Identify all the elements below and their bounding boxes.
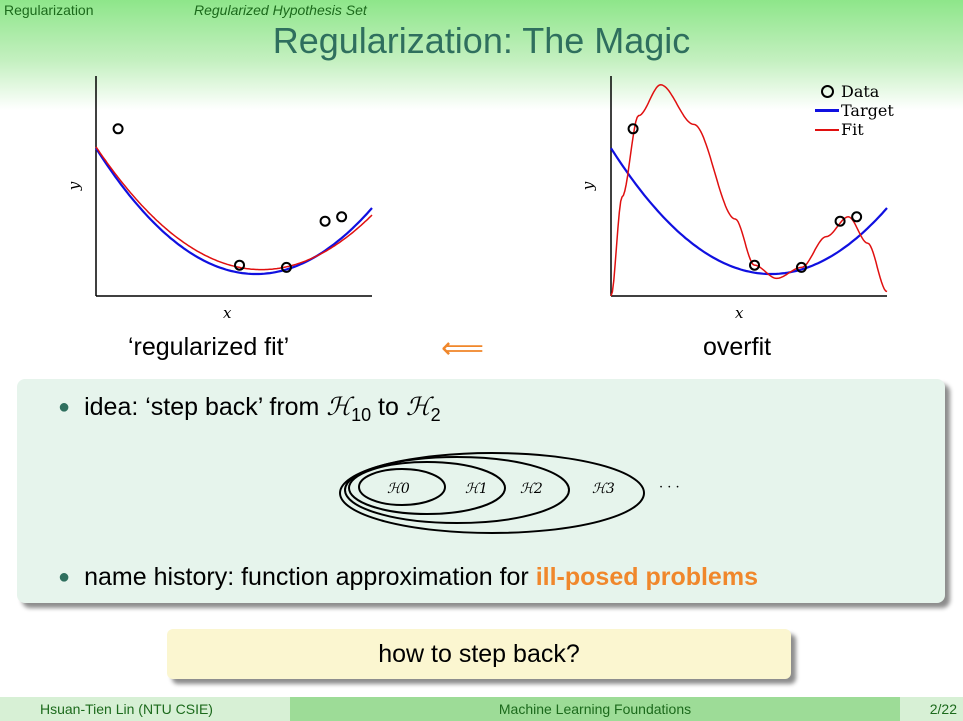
left-y-label: y: [65, 181, 84, 191]
bullet-history: ● name history: function approximation fo…: [58, 563, 758, 591]
blue-line-icon: [815, 109, 839, 112]
nav-subsection[interactable]: Regularized Hypothesis Set: [194, 2, 367, 18]
nested-hypothesis-sets: ℋ0 ℋ1 ℋ2 ℋ3 · · ·: [339, 452, 680, 534]
target-curve: [610, 147, 888, 276]
ill-posed-highlight: ill-posed problems: [535, 563, 758, 591]
nav-section[interactable]: Regularization: [4, 2, 94, 18]
data-point: [112, 123, 124, 135]
content-box: [17, 379, 945, 603]
bullet-dot-icon: ●: [58, 566, 71, 588]
data-point: [234, 259, 246, 271]
ellipse-h3: [339, 452, 645, 534]
right-caption: overfit: [703, 333, 772, 361]
ellipse-h0: [358, 468, 446, 506]
circle-marker-icon: [820, 85, 834, 98]
legend-data: Data: [813, 82, 894, 101]
label-h3: ℋ3: [592, 481, 615, 497]
legend-fit: Fit: [813, 120, 894, 139]
left-x-label: x: [223, 304, 232, 322]
data-point: [834, 215, 846, 227]
right-plot-legend: Data Target Fit: [813, 82, 894, 139]
data-point: [280, 261, 292, 273]
left-plot: [95, 76, 373, 297]
data-point: [749, 259, 761, 271]
label-h0: ℋ0: [387, 481, 410, 497]
slide-title: Regularization: The Magic: [272, 20, 691, 61]
red-line-icon: [815, 128, 839, 131]
data-point: [627, 123, 639, 135]
label-h1: ℋ1: [465, 481, 488, 497]
footer-page: 2/22: [900, 697, 963, 721]
legend-target: Target: [813, 101, 894, 120]
fit-curve: [95, 146, 373, 271]
data-point: [851, 211, 863, 223]
footer: Hsuan-Tien Lin (NTU CSIE) Machine Learni…: [0, 697, 963, 721]
data-point: [319, 215, 331, 227]
right-y-label: y: [579, 181, 598, 191]
right-x-label: x: [735, 304, 744, 322]
h10-symbol: ℋ10: [326, 392, 372, 425]
fit-curve: [610, 84, 888, 297]
bullet-dot-icon: ●: [58, 396, 71, 418]
footer-course: Machine Learning Foundations: [290, 697, 900, 721]
bullet-idea: ● idea: ‘step back’ from ℋ10 to ℋ2: [58, 392, 441, 425]
data-point: [795, 261, 807, 273]
h2-symbol: ℋ2: [405, 392, 441, 425]
right-plot: [610, 76, 888, 297]
footer-author: Hsuan-Tien Lin (NTU CSIE): [0, 697, 290, 721]
header-band: [0, 0, 963, 110]
implication-arrow: ⟸: [441, 332, 485, 365]
left-caption: ‘regularized fit’: [128, 333, 290, 361]
data-point: [336, 211, 348, 223]
target-curve: [95, 147, 373, 276]
label-ellipsis: · · ·: [659, 480, 680, 495]
question-box: how to step back?: [167, 629, 791, 679]
ellipse-h1: [348, 461, 506, 515]
label-h2: ℋ2: [520, 481, 543, 497]
ellipse-h2: [344, 456, 570, 524]
